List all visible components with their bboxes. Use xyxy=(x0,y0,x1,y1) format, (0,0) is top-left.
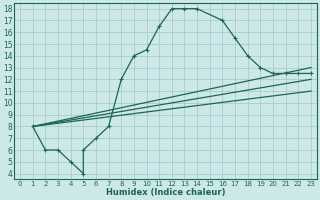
X-axis label: Humidex (Indice chaleur): Humidex (Indice chaleur) xyxy=(106,188,225,197)
